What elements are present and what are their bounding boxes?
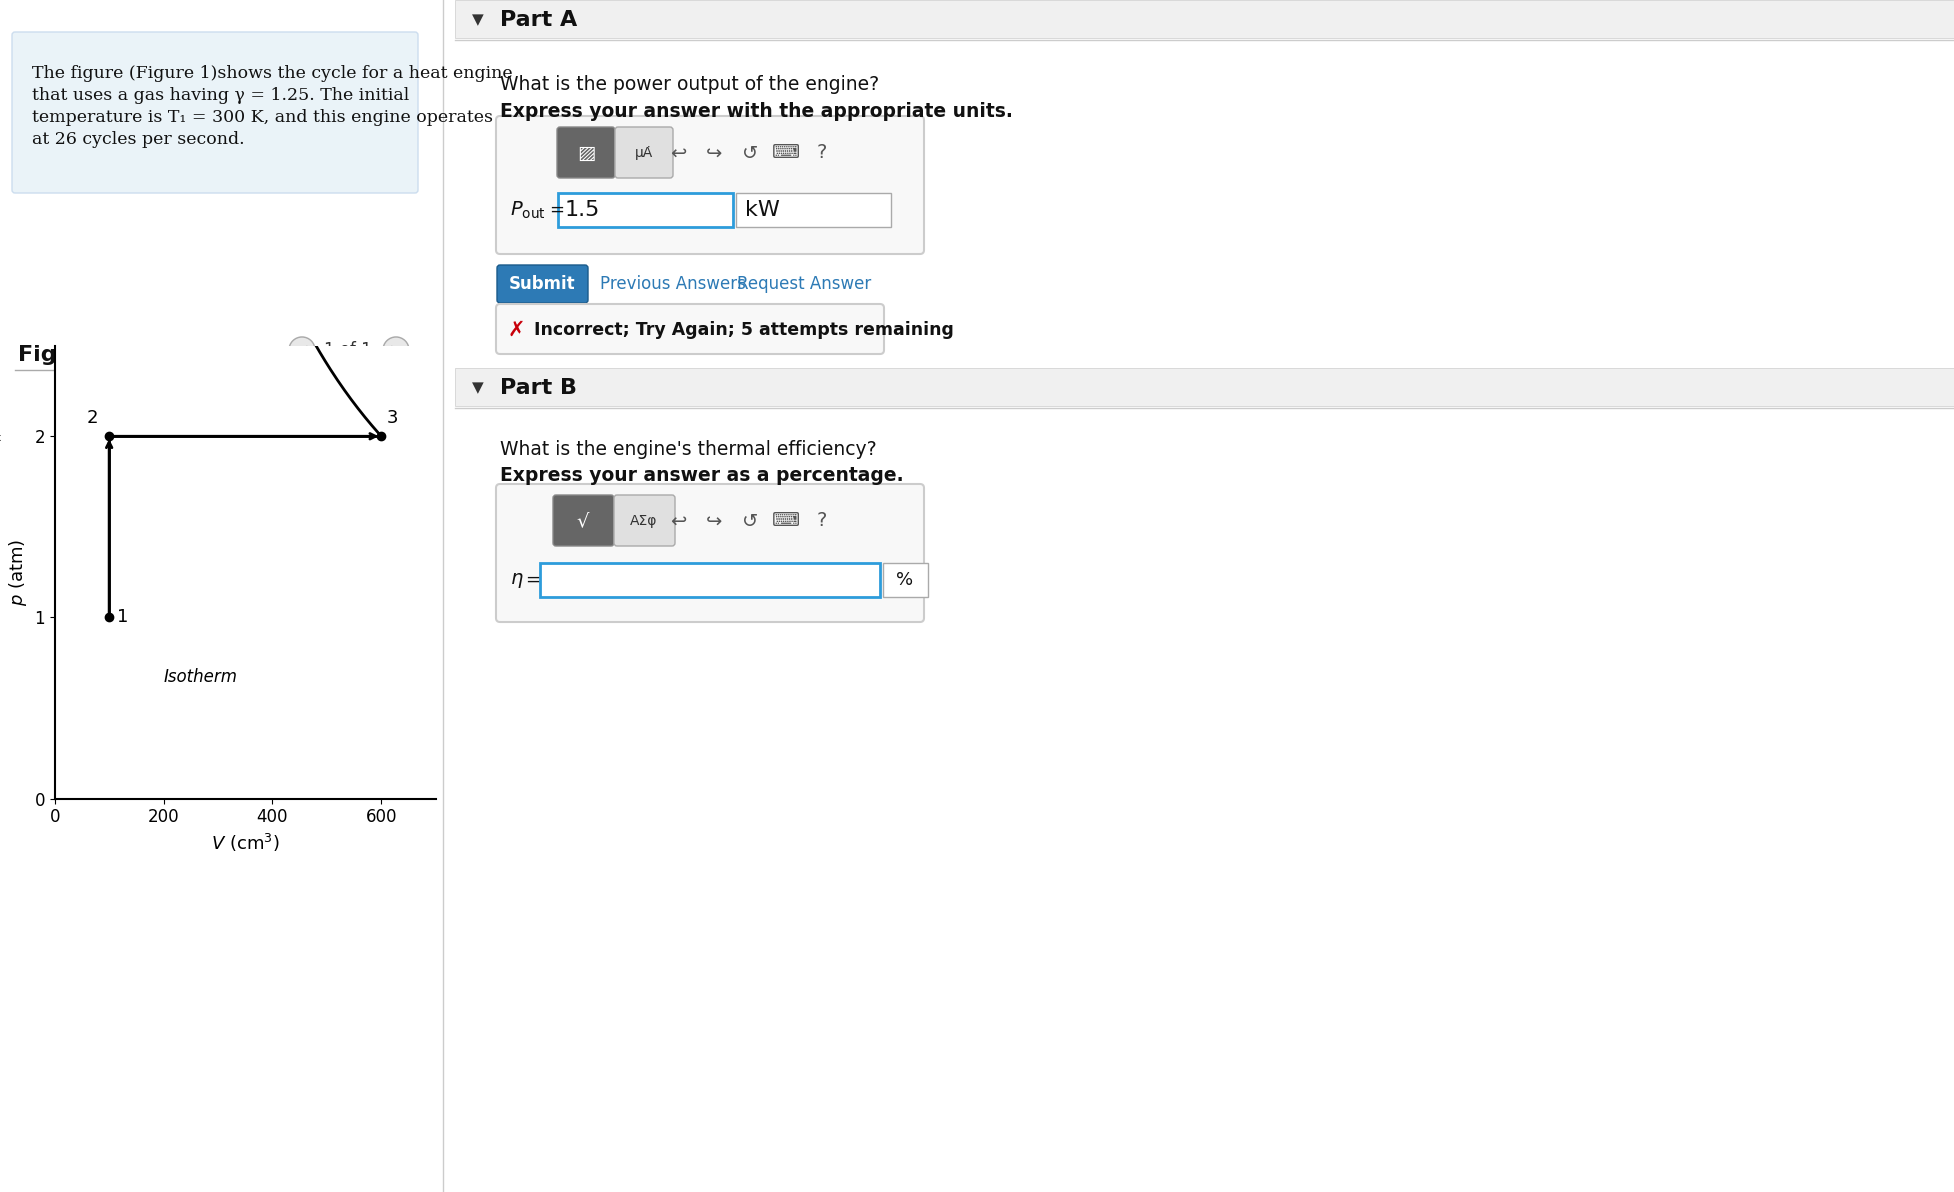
Text: Part B: Part B bbox=[500, 378, 576, 398]
Text: Previous Answers: Previous Answers bbox=[600, 275, 746, 293]
Text: ↺: ↺ bbox=[743, 511, 758, 530]
Text: ▼: ▼ bbox=[473, 12, 485, 27]
Text: =: = bbox=[549, 201, 565, 219]
FancyBboxPatch shape bbox=[496, 304, 883, 354]
Text: 1: 1 bbox=[117, 608, 129, 627]
Text: Express your answer with the appropriate units.: Express your answer with the appropriate… bbox=[500, 103, 1012, 122]
FancyBboxPatch shape bbox=[737, 193, 891, 226]
Text: The figure (Figure 1)shows the cycle for a heat engine: The figure (Figure 1)shows the cycle for… bbox=[31, 66, 512, 82]
Text: What is the power output of the engine?: What is the power output of the engine? bbox=[500, 75, 879, 94]
FancyBboxPatch shape bbox=[496, 484, 924, 622]
Text: =: = bbox=[526, 571, 539, 589]
Text: kW: kW bbox=[744, 200, 780, 221]
Text: %: % bbox=[897, 571, 914, 589]
FancyBboxPatch shape bbox=[496, 265, 588, 303]
Text: Express your answer as a percentage.: Express your answer as a percentage. bbox=[500, 466, 903, 485]
Text: 1.5: 1.5 bbox=[565, 200, 600, 221]
Text: 2: 2 bbox=[86, 409, 98, 427]
Text: Part A: Part A bbox=[500, 10, 576, 30]
FancyBboxPatch shape bbox=[539, 563, 879, 597]
FancyBboxPatch shape bbox=[559, 193, 733, 226]
FancyBboxPatch shape bbox=[455, 0, 1954, 38]
FancyBboxPatch shape bbox=[553, 495, 614, 546]
Circle shape bbox=[383, 337, 408, 364]
Text: ΑΣφ: ΑΣφ bbox=[631, 514, 658, 528]
Text: ⌨: ⌨ bbox=[772, 143, 799, 162]
Text: ▼: ▼ bbox=[473, 380, 485, 396]
Text: >: > bbox=[389, 342, 403, 358]
Text: ↺: ↺ bbox=[743, 143, 758, 162]
Text: μȦ: μȦ bbox=[635, 145, 653, 160]
Text: Request Answer: Request Answer bbox=[737, 275, 871, 293]
Text: temperature is T₁ = 300 K, and this engine operates: temperature is T₁ = 300 K, and this engi… bbox=[31, 108, 492, 126]
FancyBboxPatch shape bbox=[614, 495, 674, 546]
Text: Figure: Figure bbox=[18, 344, 98, 365]
Text: 3: 3 bbox=[387, 409, 399, 427]
Text: Isotherm: Isotherm bbox=[164, 669, 238, 687]
Text: ⌨: ⌨ bbox=[772, 511, 799, 530]
Text: ▨: ▨ bbox=[576, 143, 596, 162]
Text: √: √ bbox=[576, 511, 590, 530]
Text: <: < bbox=[295, 342, 309, 358]
Text: What is the engine's thermal efficiency?: What is the engine's thermal efficiency? bbox=[500, 440, 877, 459]
Text: ✗: ✗ bbox=[508, 319, 526, 340]
Text: that uses a gas having γ = 1.25. The initial: that uses a gas having γ = 1.25. The ini… bbox=[31, 87, 408, 104]
Text: $P_\mathrm{out}$: $P_\mathrm{out}$ bbox=[510, 199, 545, 221]
Text: ↩: ↩ bbox=[670, 143, 686, 162]
Y-axis label: $p\ \mathrm{(atm)}$: $p\ \mathrm{(atm)}$ bbox=[6, 539, 29, 606]
FancyBboxPatch shape bbox=[455, 368, 1954, 406]
Text: ?: ? bbox=[817, 143, 827, 162]
FancyBboxPatch shape bbox=[883, 563, 928, 597]
Text: ↪: ↪ bbox=[705, 143, 723, 162]
Text: ↩: ↩ bbox=[670, 511, 686, 530]
X-axis label: $V\ (\mathrm{cm}^3)$: $V\ (\mathrm{cm}^3)$ bbox=[211, 832, 279, 853]
Text: Submit: Submit bbox=[508, 275, 574, 293]
Text: Incorrect; Try Again; 5 attempts remaining: Incorrect; Try Again; 5 attempts remaini… bbox=[533, 321, 954, 339]
Text: at 26 cycles per second.: at 26 cycles per second. bbox=[31, 131, 244, 148]
Text: $\eta$: $\eta$ bbox=[510, 571, 524, 590]
Text: $p_\mathrm{max}$: $p_\mathrm{max}$ bbox=[0, 428, 4, 445]
Text: ?: ? bbox=[817, 511, 827, 530]
Text: 1 of 1: 1 of 1 bbox=[324, 341, 371, 359]
FancyBboxPatch shape bbox=[496, 116, 924, 254]
Text: ↪: ↪ bbox=[705, 511, 723, 530]
Circle shape bbox=[289, 337, 315, 364]
FancyBboxPatch shape bbox=[12, 32, 418, 193]
FancyBboxPatch shape bbox=[616, 128, 672, 178]
FancyBboxPatch shape bbox=[557, 128, 616, 178]
